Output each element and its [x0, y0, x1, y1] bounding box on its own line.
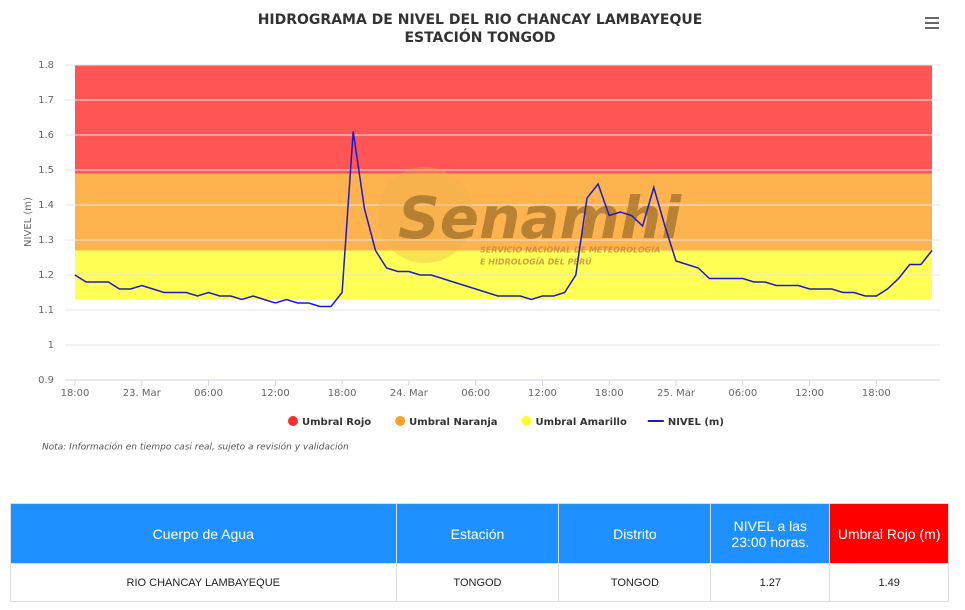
menu-bar[interactable]	[925, 22, 939, 24]
legend-marker	[521, 416, 532, 426]
threshold-band	[75, 173, 932, 251]
x-tick-label: 18:00	[595, 388, 624, 399]
table-header: NIVEL a las 23:00 horas.	[710, 503, 831, 564]
x-tick-label: 06:00	[461, 388, 490, 399]
x-tick-label: 23. Mar	[123, 388, 162, 399]
table-cell: 1.49	[829, 563, 949, 602]
y-tick-label: 0.9	[38, 375, 54, 386]
note: Nota: Información en tiempo casi real, s…	[42, 442, 349, 453]
chart-subtitle: ESTACIÓN TONGOD	[404, 28, 555, 46]
table-header: Umbral Rojo (m)	[829, 503, 949, 564]
watermark-sun	[377, 167, 473, 263]
menu-icon[interactable]	[925, 17, 939, 29]
x-tick-label: 25. Mar	[657, 388, 696, 399]
legend-marker	[288, 416, 298, 426]
legend-marker	[395, 416, 406, 426]
y-tick-label: 1.8	[38, 60, 54, 71]
legend-label: Umbral Amarillo	[536, 417, 627, 428]
y-tick-label: 1.7	[38, 95, 54, 106]
table-cell: TONGOD	[395, 563, 560, 602]
y-tick-label: 1.3	[38, 235, 54, 246]
x-tick-label: 12:00	[795, 388, 824, 399]
menu-bar[interactable]	[925, 27, 939, 29]
y-tick-label: 1.6	[38, 130, 54, 141]
y-tick-label: 1.5	[38, 165, 54, 176]
y-tick-label: 1.2	[38, 270, 54, 281]
x-tick-label: 18:00	[61, 388, 90, 399]
table-header: Cuerpo de Agua	[10, 503, 397, 564]
y-axis-label: NIVEL (m)	[23, 197, 34, 247]
legend-label: NIVEL (m)	[668, 417, 724, 428]
table-row: RIO CHANCAY LAMBAYEQUE TONGOD TONGOD 1.27 1.…	[10, 563, 949, 602]
table-header: Distrito	[558, 503, 712, 564]
series-line	[74, 131, 933, 308]
watermark-subtitle: SERVICIO NACIONAL DE METEOROLOGÍA	[480, 244, 660, 255]
chart: HIDROGRAMA DE NIVEL DEL RIO CHANCAY LAMB…	[23, 12, 940, 453]
y-tick-label: 1	[48, 340, 54, 351]
threshold-band	[75, 65, 932, 174]
watermark-name: Senamhi	[398, 184, 682, 252]
chart-title: HIDROGRAMA DE NIVEL DEL RIO CHANCAY LAMB…	[258, 12, 703, 28]
y-tick-label: 1.1	[38, 305, 54, 316]
table-header: Estación	[395, 503, 560, 564]
table-cell: TONGOD	[558, 563, 712, 602]
table-cell: 1.27	[710, 563, 831, 602]
x-tick-label: 06:00	[728, 388, 757, 399]
x-tick-label: 24. Mar	[390, 388, 429, 399]
table-cell: RIO CHANCAY LAMBAYEQUE	[10, 563, 397, 602]
legend-label: Umbral Rojo	[302, 417, 371, 428]
watermark-subtitle: E HIDROLOGÍA DEL PERÚ	[480, 256, 592, 267]
x-tick-label: 06:00	[194, 388, 223, 399]
x-tick-label: 18:00	[862, 388, 891, 399]
y-tick-label: 1.4	[38, 200, 54, 211]
legend-label: Umbral Naranja	[409, 417, 497, 428]
x-tick-label: 12:00	[261, 388, 290, 399]
x-tick-label: 18:00	[328, 388, 357, 399]
data-table: Cuerpo de Agua Estación Distrito NIVEL a la…	[10, 503, 949, 602]
x-tick-label: 12:00	[528, 388, 557, 399]
menu-bar[interactable]	[925, 17, 939, 19]
